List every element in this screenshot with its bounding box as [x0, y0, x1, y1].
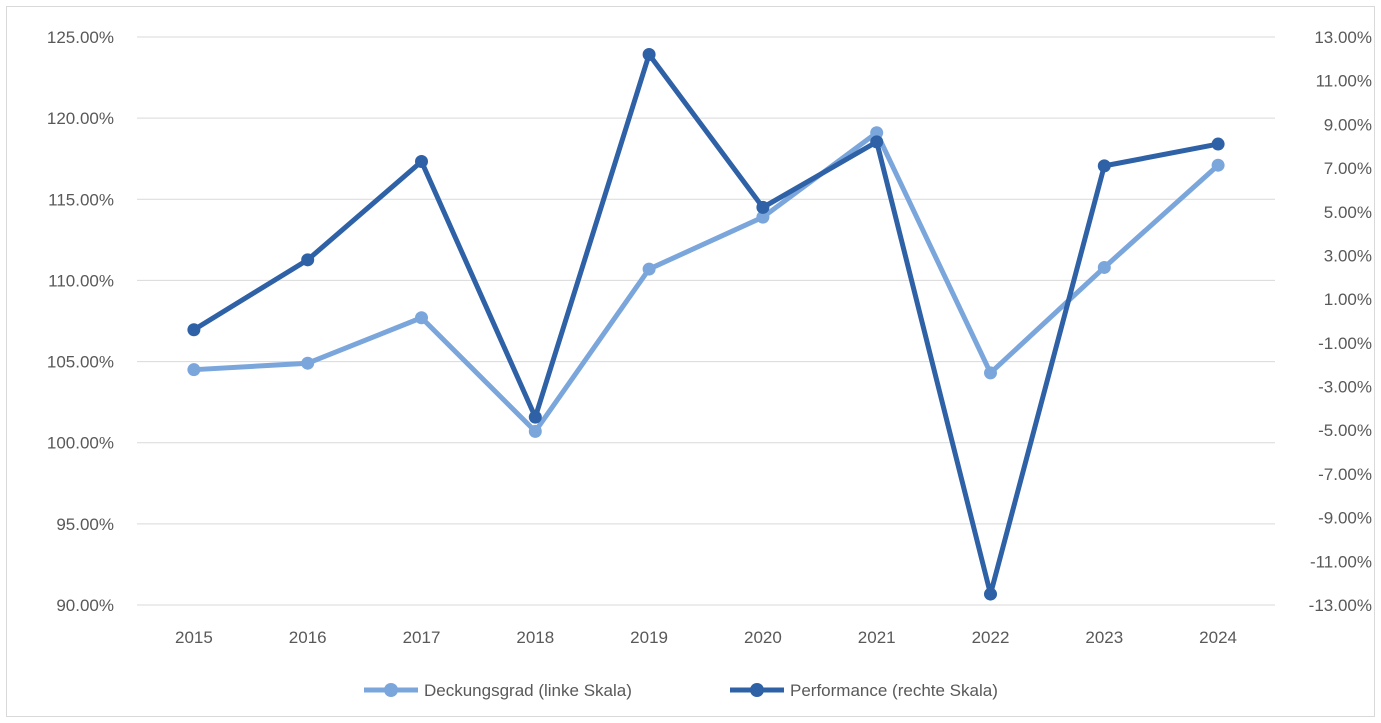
data-point-series-1 — [528, 424, 542, 438]
data-point-series-1 — [756, 210, 770, 224]
data-point-series-1 — [984, 366, 997, 380]
data-point-series-2 — [187, 323, 201, 337]
y-left-tick-label: 110.00% — [48, 271, 114, 290]
y-right-tick-label: -1.00% — [1318, 334, 1372, 353]
series-line-1 — [191, 130, 1221, 434]
y-right-tick-label: 3.00% — [1324, 246, 1372, 265]
y-left-tick-label: 120.00% — [47, 109, 114, 128]
data-point-series-2 — [984, 587, 997, 601]
data-point-series-1 — [301, 356, 315, 370]
y-right-tick-label: -13.00% — [1309, 596, 1372, 615]
data-point-series-1 — [1097, 260, 1111, 274]
data-point-series-2 — [756, 200, 770, 214]
data-point-series-2 — [1211, 137, 1225, 151]
data-point-series-1 — [1211, 158, 1225, 172]
x-tick-label: 2017 — [403, 628, 441, 647]
y-right-tick-label: -5.00% — [1318, 421, 1372, 440]
x-tick-label: 2022 — [972, 628, 1010, 647]
data-point-series-1 — [870, 126, 884, 140]
x-tick-label: 2024 — [1199, 628, 1237, 647]
x-tick-label: 2018 — [516, 628, 554, 647]
data-point-series-1 — [415, 311, 428, 325]
x-tick-label: 2016 — [289, 628, 327, 647]
x-tick-label: 2021 — [858, 628, 896, 647]
legend-label-1: Deckungsgrad (linke Skala) — [424, 681, 632, 700]
series-line-2 — [191, 51, 1221, 597]
y-left-tick-label: 105.00% — [47, 353, 114, 372]
legend-marker-2 — [750, 683, 764, 697]
data-point-series-2 — [870, 135, 884, 149]
x-tick-label: 2019 — [630, 628, 668, 647]
y-right-tick-label: 1.00% — [1324, 290, 1372, 309]
y-right-tick-label: 7.00% — [1324, 159, 1372, 178]
data-point-series-2 — [415, 155, 428, 169]
x-tick-label: 2023 — [1085, 628, 1123, 647]
y-right-tick-label: 13.00% — [1314, 28, 1372, 47]
data-point-series-2 — [301, 253, 315, 267]
y-right-tick-label: 9.00% — [1324, 115, 1372, 134]
y-left-tick-label: 90.00% — [56, 596, 114, 615]
x-tick-label: 2020 — [744, 628, 782, 647]
y-right-tick-label: -3.00% — [1318, 378, 1372, 397]
y-left-tick-label: 100.00% — [47, 434, 114, 453]
data-point-series-2 — [528, 410, 542, 424]
data-point-series-2 — [1097, 159, 1111, 173]
x-tick-label: 2015 — [175, 628, 213, 647]
y-right-tick-label: 11.00% — [1316, 72, 1372, 91]
y-right-tick-label: 5.00% — [1324, 203, 1372, 222]
y-right-tick-label: -7.00% — [1318, 465, 1372, 484]
data-point-series-2 — [642, 47, 656, 61]
y-right-tick-label: -9.00% — [1318, 509, 1372, 528]
data-point-series-1 — [642, 262, 656, 276]
y-right-tick-label: -11.00% — [1310, 552, 1372, 571]
y-left-tick-label: 125.00% — [47, 28, 114, 47]
legend-marker-1 — [384, 683, 398, 697]
y-left-tick-label: 95.00% — [56, 515, 114, 534]
y-left-tick-label: 115.00% — [48, 190, 114, 209]
data-point-series-1 — [187, 363, 201, 377]
legend-label-2: Performance (rechte Skala) — [790, 681, 998, 700]
